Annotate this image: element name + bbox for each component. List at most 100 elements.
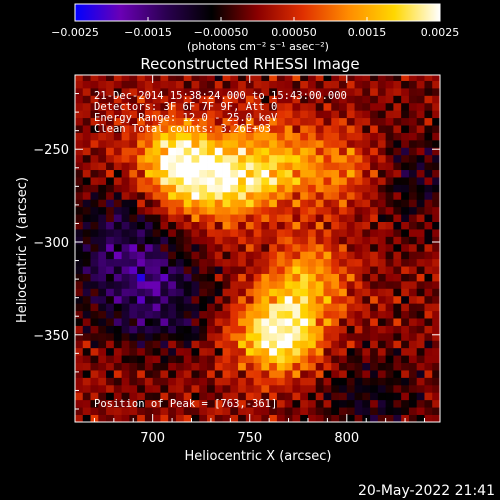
heatmap-cell — [370, 117, 379, 126]
heatmap-cell — [75, 377, 84, 386]
heatmap-cell — [137, 384, 146, 393]
heatmap-cell — [424, 132, 433, 141]
heatmap-cell — [175, 392, 185, 401]
heatmap-cell — [82, 303, 91, 312]
heatmap-cell — [199, 384, 208, 393]
heatmap-cell — [168, 117, 177, 126]
heatmap-cell — [253, 332, 262, 341]
heatmap-cell — [230, 295, 239, 304]
heatmap-cell — [222, 280, 231, 289]
heatmap-cell — [183, 310, 192, 319]
heatmap-cell — [160, 214, 169, 222]
heatmap-cell — [269, 280, 278, 289]
heatmap-cell — [339, 110, 348, 119]
heatmap-cell — [113, 355, 122, 364]
heatmap-cell — [245, 280, 255, 289]
heatmap-cell — [214, 414, 223, 422]
heatmap-cell — [230, 377, 239, 386]
heatmap-cell — [222, 87, 231, 96]
heatmap-cell — [106, 199, 115, 208]
heatmap-cell — [370, 266, 379, 274]
heatmap-cell — [276, 347, 286, 356]
heatmap-cell — [238, 125, 247, 133]
heatmap-cell — [323, 340, 332, 349]
heatmap-cell — [346, 325, 355, 334]
heatmap-cell — [362, 243, 371, 252]
heatmap-cell — [121, 102, 130, 111]
heatmap-cell — [183, 266, 192, 274]
heatmap-cell — [362, 125, 371, 133]
heatmap-cell — [183, 95, 192, 104]
heatmap-cell — [75, 132, 84, 141]
heatmap-cell — [432, 251, 440, 260]
heatmap-cell — [393, 258, 402, 267]
heatmap-cell — [377, 295, 387, 304]
heatmap-cell — [362, 332, 371, 341]
heatmap-cell — [346, 177, 355, 185]
heatmap-cell — [183, 184, 192, 193]
heatmap-cell — [199, 229, 208, 237]
heatmap-cell — [191, 340, 200, 349]
heatmap-cell — [432, 288, 440, 297]
heatmap-cell — [121, 280, 130, 289]
heatmap-cell — [284, 310, 293, 319]
heatmap-cell — [401, 325, 410, 334]
heatmap-cell — [113, 243, 122, 252]
heatmap-cell — [377, 362, 387, 371]
heatmap-cell — [408, 325, 418, 334]
heatmap-cell — [354, 125, 363, 133]
heatmap-cell — [82, 132, 91, 141]
heatmap-cell — [276, 258, 286, 267]
heatmap-cell — [385, 266, 394, 274]
heatmap-cell — [261, 110, 270, 119]
heatmap-cell — [75, 125, 84, 133]
heatmap-cell — [377, 80, 387, 89]
heatmap-cell — [269, 266, 278, 274]
heatmap-cell — [307, 370, 317, 378]
heatmap-cell — [137, 125, 146, 133]
heatmap-cell — [168, 147, 177, 156]
heatmap-cell — [370, 139, 379, 148]
heatmap-cell — [331, 414, 340, 422]
heatmap-cell — [300, 95, 309, 104]
heatmap-cell — [393, 199, 402, 208]
heatmap-cell — [199, 102, 208, 111]
heatmap-cell — [354, 310, 363, 319]
heatmap-cell — [307, 236, 317, 245]
heatmap-cell — [175, 273, 185, 282]
heatmap-cell — [191, 169, 200, 178]
heatmap-cell — [183, 102, 192, 111]
heatmap-cell — [214, 325, 223, 334]
heatmap-cell — [424, 221, 433, 230]
heatmap-cell — [284, 370, 293, 378]
heatmap-cell — [385, 370, 394, 378]
heatmap-cell — [152, 407, 161, 415]
heatmap-cell — [245, 258, 255, 267]
heatmap-cell — [152, 273, 161, 282]
x-axis-label: Heliocentric X (arcsec) — [185, 449, 332, 464]
heatmap-cell — [393, 347, 402, 356]
heatmap-cell — [168, 273, 177, 282]
heatmap-cell — [362, 199, 371, 208]
heatmap-cell — [199, 214, 208, 222]
heatmap-cell — [370, 154, 379, 163]
heatmap-cell — [75, 80, 84, 89]
heatmap-cell — [385, 169, 394, 178]
heatmap-cell — [230, 117, 239, 126]
heatmap-cell — [90, 117, 99, 126]
heatmap-cell — [121, 384, 130, 393]
heatmap-cell — [354, 258, 363, 267]
heatmap-cell — [408, 110, 418, 119]
heatmap-cell — [261, 273, 270, 282]
heatmap-cell — [90, 370, 99, 378]
heatmap-cell — [424, 414, 433, 422]
heatmap-cell — [307, 243, 317, 252]
heatmap-cell — [331, 384, 340, 393]
heatmap-cell — [331, 80, 340, 89]
heatmap-cell — [75, 117, 84, 126]
heatmap-cell — [416, 318, 425, 326]
heatmap-cell — [346, 214, 355, 222]
heatmap-cell — [269, 303, 278, 312]
heatmap-cell — [75, 325, 84, 334]
heatmap-cell — [362, 407, 371, 415]
